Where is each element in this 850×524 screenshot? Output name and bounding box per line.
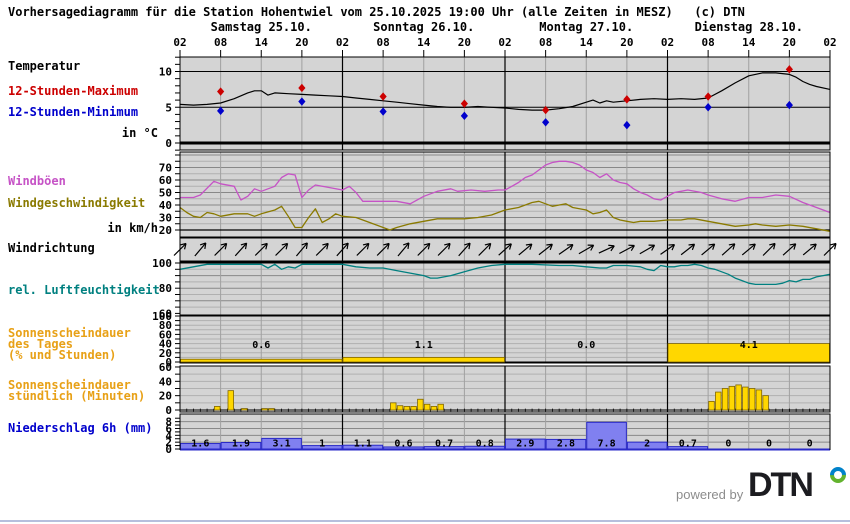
svg-text:40: 40 <box>159 375 172 388</box>
powered-by-text: powered by <box>676 487 744 502</box>
label-humidity: rel. Luftfeuchtigkeit <box>8 283 160 297</box>
svg-text:02: 02 <box>173 36 186 49</box>
svg-text:2: 2 <box>165 436 172 449</box>
svg-text:Sonntag 26.10.: Sonntag 26.10. <box>373 20 474 34</box>
dtn-logo: DTN <box>748 463 850 505</box>
svg-text:10: 10 <box>159 66 172 79</box>
svg-text:6: 6 <box>165 422 172 435</box>
svg-text:2.8: 2.8 <box>557 439 575 450</box>
svg-text:2: 2 <box>644 439 650 450</box>
svg-text:20: 20 <box>458 36 471 49</box>
svg-text:Montag 27.10.: Montag 27.10. <box>539 20 633 34</box>
svg-text:Samstag 25.10.: Samstag 25.10. <box>211 20 312 34</box>
time-axis: Samstag 25.10. Sonntag 26.10. Montag 27.10… <box>173 20 837 57</box>
label-unit-kmh: in km/h <box>107 221 158 235</box>
label-wind-speed: Windgeschwindigkeit <box>8 196 146 210</box>
svg-text:20: 20 <box>159 347 172 360</box>
svg-text:08: 08 <box>214 36 227 49</box>
svg-text:14: 14 <box>580 36 594 49</box>
svg-text:0: 0 <box>766 439 772 450</box>
svg-text:80: 80 <box>159 282 172 295</box>
svg-text:80: 80 <box>159 319 172 332</box>
label-12h-maximum: 12-Stunden-Maximum <box>8 84 139 98</box>
label-wind-direction: Windrichtung <box>8 241 95 255</box>
svg-text:08: 08 <box>377 36 390 49</box>
svg-text:40: 40 <box>159 199 172 212</box>
svg-text:30: 30 <box>159 212 172 225</box>
svg-text:20: 20 <box>620 36 633 49</box>
svg-text:8: 8 <box>165 416 172 429</box>
svg-text:100: 100 <box>152 257 172 270</box>
svg-text:1.1: 1.1 <box>354 439 372 450</box>
humidity-panel: 100 80 60 <box>152 257 831 320</box>
svg-text:60: 60 <box>159 174 172 187</box>
svg-text:20: 20 <box>783 36 796 49</box>
svg-text:40: 40 <box>159 338 172 351</box>
svg-text:60: 60 <box>159 361 172 374</box>
temperature-panel: 10 5 0 <box>159 56 831 151</box>
svg-text:7.8: 7.8 <box>598 439 616 450</box>
svg-text:0.6: 0.6 <box>394 439 412 450</box>
svg-text:2.9: 2.9 <box>516 439 534 450</box>
svg-text:0.0: 0.0 <box>577 340 595 351</box>
svg-text:4.1: 4.1 <box>740 340 758 351</box>
svg-text:08: 08 <box>539 36 552 49</box>
label-hourly-sunshine: Sonnenscheindauer stündlich (Minuten) <box>8 378 146 403</box>
svg-text:0.7: 0.7 <box>435 439 453 450</box>
svg-text:02: 02 <box>336 36 349 49</box>
svg-text:0: 0 <box>725 439 731 450</box>
svg-text:02: 02 <box>661 36 674 49</box>
svg-text:02: 02 <box>498 36 511 49</box>
label-temperature: Temperatur <box>8 59 81 73</box>
label-daily-sunshine: Sonnenscheindauer des Tages (% und Stund… <box>8 326 131 362</box>
label-12h-minimum: 12-Stunden-Minimum <box>8 105 139 119</box>
svg-text:70: 70 <box>159 162 172 175</box>
svg-text:0.6: 0.6 <box>252 340 270 351</box>
svg-text:14: 14 <box>255 36 269 49</box>
svg-text:0.8: 0.8 <box>476 439 494 450</box>
wind-direction-panel <box>173 237 837 262</box>
svg-text:0: 0 <box>165 443 172 456</box>
precipitation-panel: 1.6 1.9 3.1 1 1.1 0.6 0.7 0.8 2.9 2.8 7.8 2 0.7 0 0 0 86… <box>165 413 831 456</box>
label-precipitation: Niederschlag 6h (mm) <box>8 421 153 435</box>
svg-text:1.9: 1.9 <box>232 439 250 450</box>
svg-text:0: 0 <box>165 137 172 150</box>
svg-text:20: 20 <box>295 36 308 49</box>
svg-text:50: 50 <box>159 187 172 200</box>
svg-text:20: 20 <box>159 224 172 237</box>
bottom-divider <box>0 520 850 522</box>
svg-text:0.7: 0.7 <box>679 439 697 450</box>
svg-text:100: 100 <box>152 310 172 323</box>
svg-text:4: 4 <box>165 429 172 442</box>
svg-text:3.1: 3.1 <box>273 439 291 450</box>
svg-text:Dienstag 28.10.: Dienstag 28.10. <box>695 20 803 34</box>
dtn-logo-text: DTN <box>748 466 814 504</box>
chart-title: Vorhersagediagramm für die Station Hohen… <box>8 5 745 19</box>
svg-text:60: 60 <box>159 328 172 341</box>
label-unit-celsius: in °C <box>121 126 158 140</box>
svg-text:14: 14 <box>742 36 756 49</box>
svg-text:60: 60 <box>159 307 172 320</box>
svg-text:14: 14 <box>417 36 431 49</box>
svg-text:08: 08 <box>702 36 715 49</box>
svg-text:1.1: 1.1 <box>415 340 433 351</box>
label-wind-gusts: Windböen <box>8 174 66 188</box>
svg-text:0: 0 <box>165 404 172 417</box>
svg-text:1: 1 <box>319 439 325 450</box>
svg-text:02: 02 <box>823 36 836 49</box>
svg-text:5: 5 <box>165 101 172 114</box>
svg-text:0: 0 <box>165 356 172 369</box>
svg-text:1.6: 1.6 <box>191 439 209 450</box>
svg-text:0: 0 <box>807 439 813 450</box>
svg-text:20: 20 <box>159 390 172 403</box>
